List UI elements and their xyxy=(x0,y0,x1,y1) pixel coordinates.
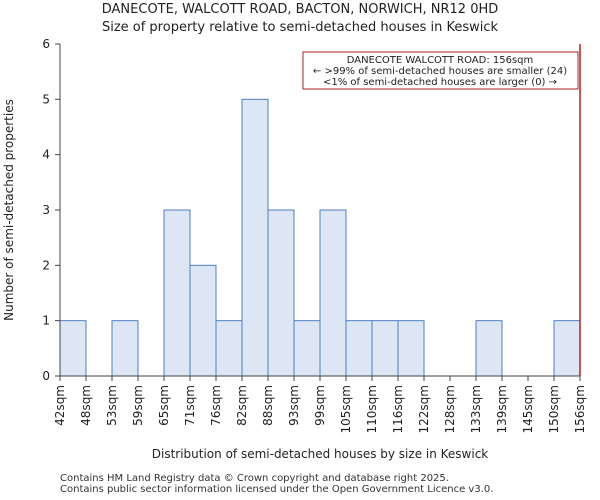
x-tick-label: 76sqm xyxy=(209,385,223,426)
x-tick-label: 145sqm xyxy=(521,385,535,433)
y-axis-title: Number of semi-detached properties xyxy=(2,99,16,321)
bar-65sqm xyxy=(163,209,191,377)
bar-42sqm xyxy=(59,320,87,377)
bar-150sqm xyxy=(553,320,581,377)
x-tick-label: 71sqm xyxy=(183,385,197,426)
x-tick-label: 93sqm xyxy=(287,385,301,426)
x-axis-title: Distribution of semi-detached houses by … xyxy=(152,447,489,461)
annotation-layer: DANECOTE WALCOTT ROAD: 156sqm← >99% of s… xyxy=(302,51,579,90)
footer-copyright: Contains HM Land Registry data © Crown c… xyxy=(60,473,449,484)
y-tick-label: 5 xyxy=(42,92,50,106)
y-tick-label: 4 xyxy=(42,148,50,162)
bars-layer xyxy=(59,98,581,377)
bar-116sqm xyxy=(397,320,425,377)
bar-93sqm xyxy=(293,320,321,377)
x-tick-label: 122sqm xyxy=(417,385,431,433)
x-tick-label: 110sqm xyxy=(365,385,379,433)
axes-layer: 0 1 2 3 4 5 6 42sqm 48sqm 53sqm 59sqm 65sqm 71sqm 76s… xyxy=(2,37,587,461)
bar-110sqm xyxy=(371,320,399,377)
x-tick-label: 116sqm xyxy=(391,385,405,433)
footer-licence: Contains public sector information licen… xyxy=(60,484,494,495)
x-tick-label: 82sqm xyxy=(235,385,249,426)
bar-82sqm xyxy=(241,98,269,377)
x-tick-label: 150sqm xyxy=(547,385,561,433)
bar-133sqm xyxy=(475,320,503,377)
chart-subtitle: Size of property relative to semi-detach… xyxy=(101,20,499,35)
y-tick-label: 2 xyxy=(42,258,50,272)
annotation-smaller: ← >99% of semi-detached houses are small… xyxy=(313,66,567,77)
x-tick-label: 105sqm xyxy=(339,385,353,433)
bar-105sqm xyxy=(345,320,373,377)
chart-title: DANECOTE, WALCOTT ROAD, BACTON, NORWICH,… xyxy=(101,2,499,17)
bar-99sqm xyxy=(319,209,347,377)
bar-53sqm xyxy=(111,320,139,377)
x-tick-label: 48sqm xyxy=(79,385,93,426)
annotation-larger: <1% of semi-detached houses are larger (… xyxy=(323,77,557,88)
x-tick-label: 139sqm xyxy=(495,385,509,433)
bar-76sqm xyxy=(215,320,243,377)
x-tick-label: 53sqm xyxy=(105,385,119,426)
x-tick-label: 42sqm xyxy=(53,385,67,426)
bar-88sqm xyxy=(267,209,295,377)
annotation-box xyxy=(302,51,579,90)
x-tick-label: 59sqm xyxy=(131,385,145,426)
bar-71sqm xyxy=(189,264,217,377)
x-tick-label: 99sqm xyxy=(313,385,327,426)
x-tick-label: 156sqm xyxy=(573,385,587,433)
y-tick-label: 6 xyxy=(42,37,50,51)
y-tick-label: 1 xyxy=(42,314,50,328)
x-tick-label: 128sqm xyxy=(443,385,457,433)
x-tick-label: 65sqm xyxy=(157,385,171,426)
y-tick-label: 0 xyxy=(42,369,50,383)
annotation-title: DANECOTE WALCOTT ROAD: 156sqm xyxy=(347,55,534,66)
x-tick-label: 133sqm xyxy=(469,385,483,433)
x-tick-label: 88sqm xyxy=(261,385,275,426)
y-tick-label: 3 xyxy=(42,203,50,217)
